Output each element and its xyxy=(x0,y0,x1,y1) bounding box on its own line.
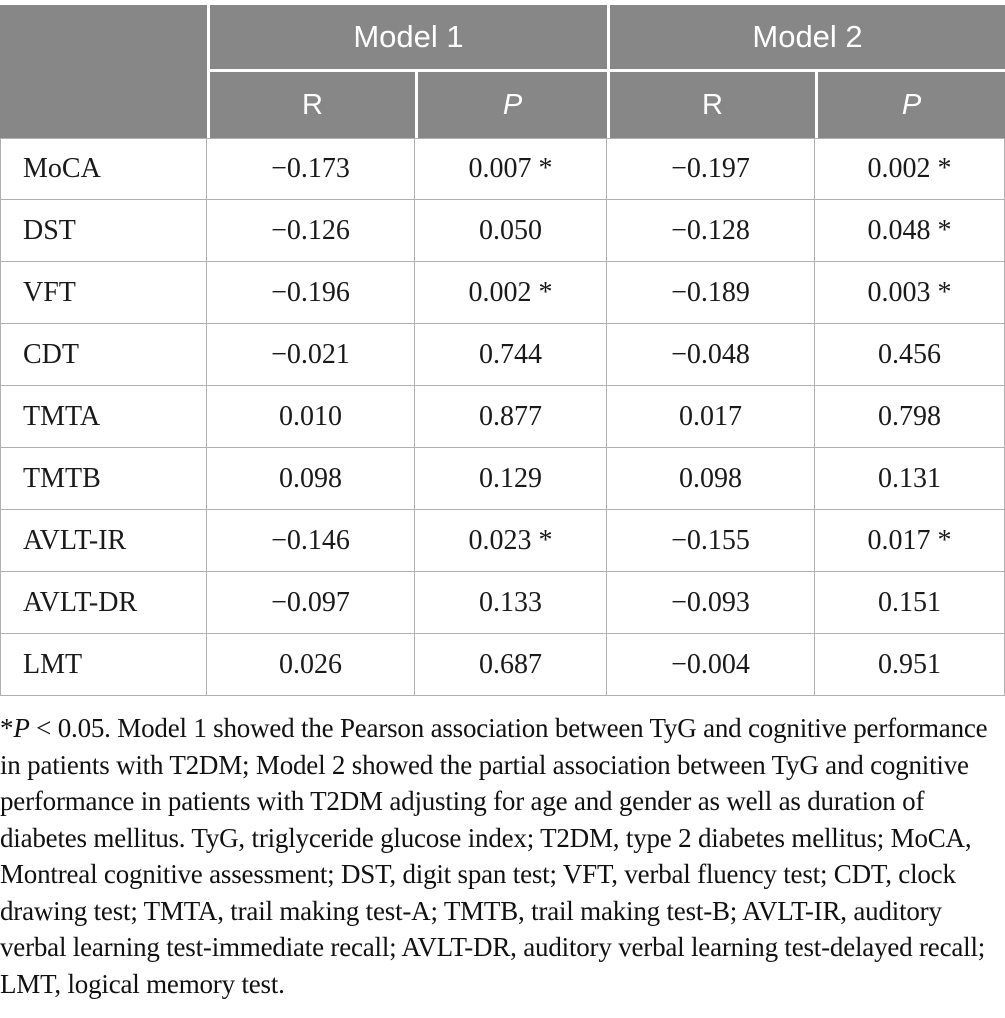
table-row: TMTA 0.010 0.877 0.017 0.798 xyxy=(0,386,1005,448)
value-cell: 0.151 xyxy=(815,572,1005,634)
table-row: MoCA −0.173 0.007 * −0.197 0.002 * xyxy=(0,138,1005,200)
table-row: LMT 0.026 0.687 −0.004 0.951 xyxy=(0,634,1005,696)
value-cell: 0.007 * xyxy=(415,138,608,200)
value-cell: 0.129 xyxy=(415,448,608,510)
value-cell: −0.196 xyxy=(207,262,415,324)
footnote-line: in patients with T2DM; Model 2 showed th… xyxy=(0,749,969,780)
table-row: VFT −0.196 0.002 * −0.189 0.003 * xyxy=(0,262,1005,324)
value-cell: −0.155 xyxy=(607,510,816,572)
row-label-cell: DST xyxy=(0,200,207,262)
value-cell: 0.002 * xyxy=(815,138,1005,200)
footnote-line: performance in patients with T2DM adjust… xyxy=(0,786,925,816)
value-cell: −0.173 xyxy=(207,138,415,200)
value-cell: 0.002 * xyxy=(415,262,608,324)
value-cell: 0.951 xyxy=(815,634,1005,696)
table-figure: Model 1 Model 2 R P R P MoCA −0.173 0.007 … xyxy=(0,5,1005,1002)
value-cell: 0.026 xyxy=(207,634,415,696)
row-label-cell: AVLT-IR xyxy=(0,510,207,572)
footnote-first-line-text: < 0.05. Model 1 showed the Pearson assoc… xyxy=(29,713,988,743)
value-cell: 0.023 * xyxy=(415,510,608,572)
value-cell: −0.004 xyxy=(607,634,816,696)
value-cell: −0.189 xyxy=(607,262,816,324)
table-row: AVLT-IR −0.146 0.023 * −0.155 0.017 * xyxy=(0,510,1005,572)
footnote-line: LMT, logical memory test. xyxy=(0,968,285,999)
value-cell: −0.146 xyxy=(207,510,415,572)
significance-marker: * xyxy=(0,713,14,743)
value-cell: −0.021 xyxy=(207,324,415,386)
value-cell: 0.050 xyxy=(415,200,608,262)
model1-p-header: P xyxy=(415,72,608,138)
value-cell: −0.097 xyxy=(207,572,415,634)
model1-r-header: R xyxy=(207,72,415,138)
table-row: AVLT-DR −0.097 0.133 −0.093 0.151 xyxy=(0,572,1005,634)
row-label-cell: TMTB xyxy=(0,448,207,510)
footnote-line: diabetes mellitus. TyG, triglyceride glu… xyxy=(0,822,972,853)
corner-cell xyxy=(0,5,207,138)
footnote-extra-lines: in patients with T2DM; Model 2 showed th… xyxy=(0,747,1005,1003)
row-label-cell: TMTA xyxy=(0,386,207,448)
row-label-cell: CDT xyxy=(0,324,207,386)
row-label-cell: VFT xyxy=(0,262,207,324)
value-cell: −0.048 xyxy=(607,324,816,386)
model2-r-header: R xyxy=(607,72,816,138)
table-body: MoCA −0.173 0.007 * −0.197 0.002 * DST −0.126 0… xyxy=(0,138,1005,696)
value-cell: 0.098 xyxy=(207,448,415,510)
row-label-cell: AVLT-DR xyxy=(0,572,207,634)
value-cell: 0.687 xyxy=(415,634,608,696)
model1-header: Model 1 xyxy=(207,5,608,72)
value-cell: 0.003 * xyxy=(815,262,1005,324)
value-cell: 0.877 xyxy=(415,386,608,448)
footnote-p-symbol: P xyxy=(13,713,30,743)
table-row: CDT −0.021 0.744 −0.048 0.456 xyxy=(0,324,1005,386)
model2-header: Model 2 xyxy=(607,5,1005,72)
value-cell: −0.128 xyxy=(607,200,816,262)
model2-p-header: P xyxy=(815,72,1005,138)
value-cell: 0.456 xyxy=(815,324,1005,386)
row-label-cell: LMT xyxy=(0,634,207,696)
value-cell: 0.048 * xyxy=(815,200,1005,262)
header-row-models: Model 1 Model 2 xyxy=(0,5,1005,138)
header-row-stats: R P R P xyxy=(0,72,1005,138)
footnote-line: drawing test; TMTA, trail making test-A;… xyxy=(0,895,942,926)
value-cell: 0.131 xyxy=(815,448,1005,510)
value-cell: −0.126 xyxy=(207,200,415,262)
footnote-line: *P < 0.05. Model 1 showed the Pearson as… xyxy=(0,710,1005,747)
row-label-cell: MoCA xyxy=(0,138,207,200)
value-cell: 0.744 xyxy=(415,324,608,386)
value-cell: 0.017 xyxy=(607,386,816,448)
value-cell: 0.798 xyxy=(815,386,1005,448)
table-row: TMTB 0.098 0.129 0.098 0.131 xyxy=(0,448,1005,510)
footnote-line: Montreal cognitive assessment; DST, digi… xyxy=(0,859,956,889)
correlation-table: Model 1 Model 2 R P R P MoCA −0.173 0.007 … xyxy=(0,5,1005,696)
value-cell: 0.133 xyxy=(415,572,608,634)
footnote-line: verbal learning test-immediate recall; A… xyxy=(0,932,986,962)
table-row: DST −0.126 0.050 −0.128 0.048 * xyxy=(0,200,1005,262)
value-cell: −0.093 xyxy=(607,572,816,634)
value-cell: 0.017 * xyxy=(815,510,1005,572)
value-cell: 0.010 xyxy=(207,386,415,448)
value-cell: 0.098 xyxy=(607,448,816,510)
value-cell: −0.197 xyxy=(607,138,816,200)
table-footnote: *P < 0.05. Model 1 showed the Pearson as… xyxy=(0,710,1005,1002)
